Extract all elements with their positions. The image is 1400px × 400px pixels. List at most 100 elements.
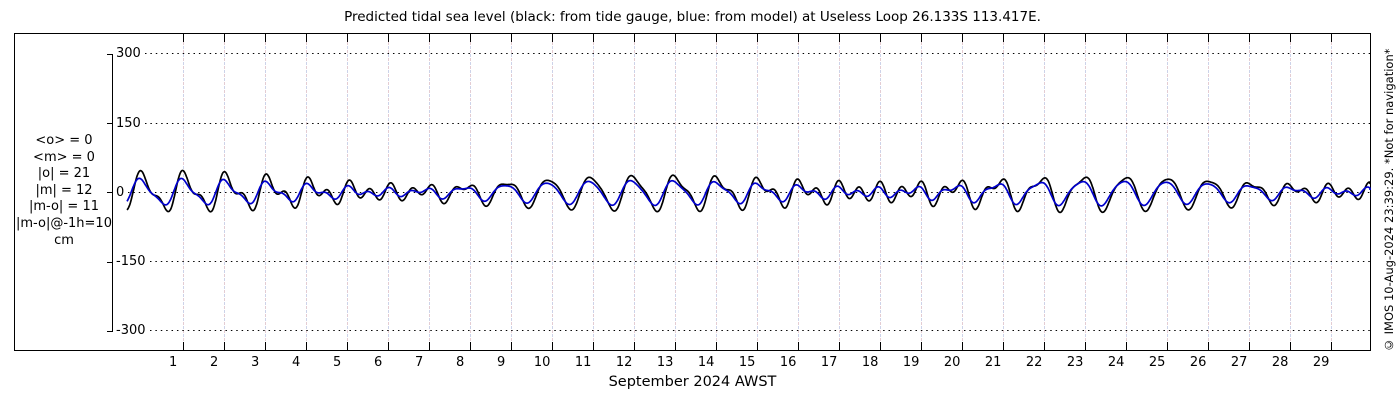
day-tick-top	[224, 34, 225, 42]
x-tick-label: 11	[574, 355, 592, 370]
day-tick-bottom	[511, 342, 512, 350]
day-tick-bottom	[634, 342, 635, 350]
x-tick-label: 5	[333, 355, 342, 370]
day-tick-top	[1003, 34, 1004, 42]
x-tick-label: 2	[210, 355, 219, 370]
chart-title: Predicted tidal sea level (black: from t…	[344, 9, 1041, 25]
day-tick-bottom	[675, 342, 676, 350]
x-tick-label: 3	[251, 355, 260, 370]
day-tick-top	[634, 34, 635, 42]
day-tick-bottom	[1249, 342, 1250, 350]
day-tick-bottom	[1085, 342, 1086, 350]
x-tick-label: 10	[533, 355, 551, 370]
day-tick-top	[921, 34, 922, 42]
x-tick-label: 4	[292, 355, 301, 370]
x-tick-label: 22	[1025, 355, 1043, 370]
x-tick-label: 8	[456, 355, 465, 370]
x-tick-label: 19	[902, 355, 920, 370]
stat-mean-abs-diff: |m-o| = 11	[28, 199, 99, 215]
imos-watermark: © IMOS 10-Aug-2024 23:39:29. *Not for na…	[1382, 48, 1396, 352]
y-tick-label: -150	[116, 254, 150, 269]
day-tick-top	[1208, 34, 1209, 42]
day-tick-top	[1167, 34, 1168, 42]
day-tick-top	[1044, 34, 1045, 42]
stat-mean-obs: <o> = 0	[35, 133, 93, 148]
stat-mean-abs-model: |m| = 12	[35, 182, 93, 198]
y-gridline-dotted	[149, 260, 1371, 263]
day-tick-bottom	[470, 342, 471, 350]
day-tick-bottom	[921, 342, 922, 350]
x-tick-label: 14	[697, 355, 715, 370]
y-gridline-dotted	[144, 122, 1371, 125]
y-tick-row: -300	[116, 323, 1371, 339]
y-tick-label: -300	[116, 323, 150, 339]
model-tide-curve	[126, 177, 1371, 207]
day-tick-top	[716, 34, 717, 42]
day-tick-top	[306, 34, 307, 42]
day-tick-top	[388, 34, 389, 42]
day-tick-top	[757, 34, 758, 42]
x-tick-label: 1	[169, 355, 178, 370]
y-tick-label: 300	[116, 46, 145, 62]
y-tick-mark	[107, 192, 112, 194]
x-tick-label: 6	[374, 355, 383, 370]
observed-tide-curve	[126, 169, 1371, 214]
day-tick-bottom	[880, 342, 881, 350]
x-tick-label: 16	[779, 355, 797, 370]
day-tick-top	[675, 34, 676, 42]
day-tick-bottom	[757, 342, 758, 350]
x-tick-label: 25	[1148, 355, 1166, 370]
day-tick-bottom	[1044, 342, 1045, 350]
day-tick-top	[593, 34, 594, 42]
x-tick-label: 29	[1312, 355, 1330, 370]
y-tick-label: 0	[116, 184, 129, 200]
day-tick-top	[429, 34, 430, 42]
day-tick-top	[183, 34, 184, 42]
x-axis-title: September 2024 AWST	[608, 374, 777, 390]
day-tick-top	[552, 34, 553, 42]
x-tick-label: 21	[984, 355, 1002, 370]
y-tick-row: -150	[116, 254, 1371, 270]
day-tick-bottom	[1331, 342, 1332, 350]
y-tick-mark	[107, 330, 112, 332]
stat-mean-model: <m> = 0	[33, 149, 95, 165]
x-tick-label: 15	[738, 355, 756, 370]
stat-mean-abs-obs: |o| = 21	[37, 166, 91, 182]
day-tick-bottom	[1003, 342, 1004, 350]
day-tick-bottom	[265, 342, 266, 350]
y-tick-mark	[107, 53, 112, 55]
day-tick-bottom	[183, 342, 184, 350]
x-tick-label: 24	[1107, 355, 1125, 370]
x-tick-label: 12	[615, 355, 633, 370]
stat-units: cm	[54, 232, 74, 248]
error-stats-block: <o> = 0 <m> = 0 |o| = 21 |m| = 12 |m-o| …	[16, 133, 112, 249]
x-tick-label: 18	[861, 355, 879, 370]
day-tick-top	[1331, 34, 1332, 42]
y-gridline-dotted	[144, 52, 1371, 55]
day-tick-bottom	[224, 342, 225, 350]
day-tick-top	[962, 34, 963, 42]
day-tick-top	[1290, 34, 1291, 42]
x-tick-label: 20	[943, 355, 961, 370]
day-tick-top	[1126, 34, 1127, 42]
day-tick-bottom	[1290, 342, 1291, 350]
y-tick-row: 300	[116, 46, 1371, 62]
y-tick-mark	[107, 123, 112, 125]
y-gridline-dotted	[149, 329, 1371, 332]
day-tick-top	[265, 34, 266, 42]
day-tick-top	[839, 34, 840, 42]
day-tick-bottom	[552, 342, 553, 350]
day-tick-bottom	[347, 342, 348, 350]
day-tick-bottom	[306, 342, 307, 350]
day-tick-top	[347, 34, 348, 42]
day-tick-top	[1249, 34, 1250, 42]
day-tick-top	[1085, 34, 1086, 42]
day-tick-bottom	[962, 342, 963, 350]
x-tick-label: 26	[1189, 355, 1207, 370]
day-tick-bottom	[1167, 342, 1168, 350]
day-tick-bottom	[429, 342, 430, 350]
x-tick-label: 13	[656, 355, 674, 370]
y-tick-label: 150	[116, 115, 145, 131]
